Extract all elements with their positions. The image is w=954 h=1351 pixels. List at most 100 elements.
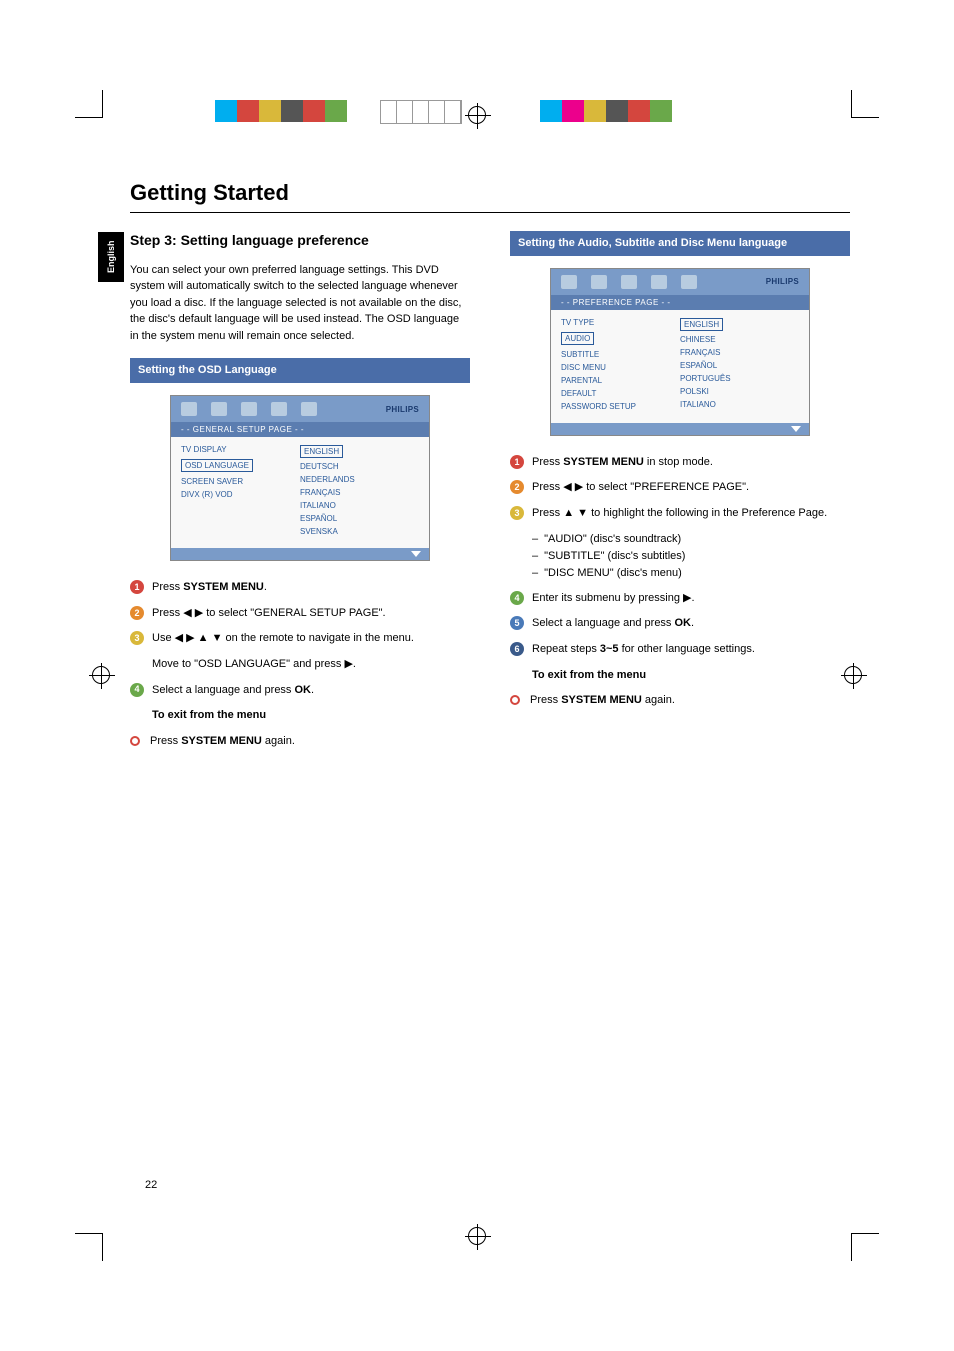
osd-tab-icon [301,402,317,416]
grey-scale-strip [380,100,462,124]
osd-tab-icon [211,402,227,416]
osd-screenshot-general: PHILIPS - - GENERAL SETUP PAGE - - TV DI… [170,395,430,561]
osd-item-selected: AUDIO [561,332,594,345]
osd-option-list: ENGLISH DEUTSCH NEDERLANDS FRANÇAIS ITAL… [300,443,419,538]
crop-mark [75,90,103,118]
crop-mark [851,1233,879,1261]
osd-option-selected: ENGLISH [300,445,343,458]
osd-brand: PHILIPS [386,405,419,414]
step-badge: 3 [510,506,524,520]
bullet-icon [510,695,520,705]
scroll-down-icon [411,551,421,557]
osd-option: POLSKI [680,385,799,398]
registration-mark [468,1227,486,1245]
osd-item: TV DISPLAY [181,443,300,456]
step-badge: 4 [130,683,144,697]
osd-menu-list: TV TYPE AUDIO SUBTITLE DISC MENU PARENTA… [561,316,680,413]
step-3-sub: Move to "OSD LANGUAGE" and press ▶. [152,656,470,674]
bullet-icon [130,736,140,746]
step-badge: 6 [510,642,524,656]
step-1: 1 Press SYSTEM MENU. [130,579,470,597]
osd-crumb: - - GENERAL SETUP PAGE - - [171,422,429,437]
step-3: 3 Use ◀ ▶ ▲ ▼ on the remote to navigate … [130,630,470,648]
osd-tab-icon [621,275,637,289]
dash-item: "AUDIO" (disc's soundtrack) [532,531,850,548]
osd-tab-icon [561,275,577,289]
osd-option: ESPAÑOL [680,359,799,372]
osd-tab-icon [241,402,257,416]
right-column: Setting the Audio, Subtitle and Disc Men… [510,231,850,758]
exit-step: Press SYSTEM MENU again. [510,692,850,710]
osd-screenshot-preference: PHILIPS - - PREFERENCE PAGE - - TV TYPE … [550,268,810,436]
dash-item: "SUBTITLE" (disc's subtitles) [532,548,850,565]
color-swatches [215,100,347,122]
up-down-arrow-icon: ▲ ▼ [563,507,588,519]
exit-step: Press SYSTEM MENU again. [130,733,470,751]
osd-tab-icon [591,275,607,289]
step-badge: 2 [510,480,524,494]
osd-crumb: - - PREFERENCE PAGE - - [551,295,809,310]
registration-mark [468,106,486,124]
crop-mark [851,90,879,118]
osd-option: ESPAÑOL [300,512,419,525]
step-6: 6 Repeat steps 3~5 for other language se… [510,641,850,659]
osd-item: DIVX (R) VOD [181,488,300,501]
section-heading: Step 3: Setting language preference [130,231,470,250]
left-right-arrow-icon: ◀ ▶ [183,607,203,619]
exit-heading: To exit from the menu [152,707,470,725]
step-badge: 2 [130,606,144,620]
osd-option: FRANÇAIS [300,486,419,499]
osd-option: ITALIANO [680,398,799,411]
nav-arrows-icon: ◀ ▶ ▲ ▼ [175,632,223,644]
step-2: 2 Press ◀ ▶ to select "PREFERENCE PAGE". [510,479,850,497]
step-badge: 5 [510,616,524,630]
osd-option: ITALIANO [300,499,419,512]
page-title: Getting Started [130,180,850,213]
osd-item: DEFAULT [561,387,680,400]
subsection-bar: Setting the Audio, Subtitle and Disc Men… [510,231,850,256]
step-badge: 4 [510,591,524,605]
page-number: 22 [145,1179,157,1191]
left-column: Step 3: Setting language preference You … [130,231,470,758]
osd-tab-icon [681,275,697,289]
osd-item: PARENTAL [561,374,680,387]
osd-option: CHINESE [680,333,799,346]
osd-option: SVENSKA [300,525,419,538]
step-3: 3 Press ▲ ▼ to highlight the following i… [510,505,850,523]
osd-option-selected: ENGLISH [680,318,723,331]
step-2: 2 Press ◀ ▶ to select "GENERAL SETUP PAG… [130,605,470,623]
osd-option: DEUTSCH [300,460,419,473]
dash-item: "DISC MENU" (disc's menu) [532,565,850,582]
dash-list: "AUDIO" (disc's soundtrack) "SUBTITLE" (… [532,531,850,582]
osd-tab-icon [271,402,287,416]
exit-heading: To exit from the menu [532,667,850,685]
scroll-down-icon [791,426,801,432]
registration-mark [92,666,110,684]
osd-tab-icon [181,402,197,416]
step-1: 1 Press SYSTEM MENU in stop mode. [510,454,850,472]
osd-option: FRANÇAIS [680,346,799,359]
step-4: 4 Enter its submenu by pressing ▶. [510,590,850,608]
step-4: 4 Select a language and press OK. [130,682,470,700]
intro-paragraph: You can select your own preferred langua… [130,262,470,345]
osd-item: PASSWORD SETUP [561,400,680,413]
left-right-arrow-icon: ◀ ▶ [563,481,583,493]
step-5: 5 Select a language and press OK. [510,615,850,633]
page-content: English Getting Started Step 3: Setting … [130,180,850,758]
osd-option: PORTUGUÊS [680,372,799,385]
osd-option: NEDERLANDS [300,473,419,486]
osd-brand: PHILIPS [766,277,799,286]
step-badge: 1 [130,580,144,594]
crop-mark [75,1233,103,1261]
subsection-bar: Setting the OSD Language [130,358,470,383]
step-badge: 1 [510,455,524,469]
osd-menu-list: TV DISPLAY OSD LANGUAGE SCREEN SAVER DIV… [181,443,300,538]
right-arrow-icon: ▶ [683,592,691,604]
color-swatches [540,100,672,122]
language-tab: English [98,232,124,282]
osd-tab-icon [651,275,667,289]
osd-item: TV TYPE [561,316,680,329]
osd-item: SUBTITLE [561,348,680,361]
osd-option-list: ENGLISH CHINESE FRANÇAIS ESPAÑOL PORTUGU… [680,316,799,413]
osd-item: DISC MENU [561,361,680,374]
